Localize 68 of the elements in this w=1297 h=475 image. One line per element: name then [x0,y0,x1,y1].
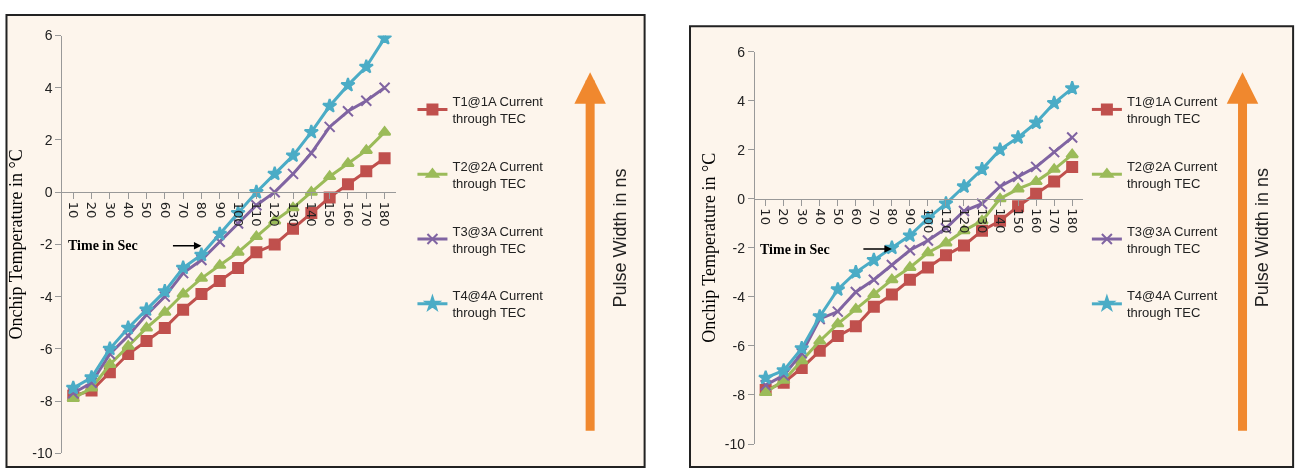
y-tick-label: -4 [732,288,746,305]
y-tick-label: -8 [40,392,53,409]
legend-label: T1@1A Current through TEC [452,94,544,126]
x-tick-label: 180 [377,201,393,227]
legend-label: T3@3A Current through TEC [452,223,544,256]
x-tick-label: 40 [812,208,828,225]
y-tick-label: -8 [732,386,746,403]
x-tick-label: 160 [340,201,356,227]
y-tick-label: 0 [44,184,53,201]
legend-label: T1@1A Current through TEC [1126,94,1218,126]
y-axis-title: Onchip Temperature in °C [6,149,27,340]
x-tick-label: 70 [175,201,191,219]
x-tick-label: 30 [102,201,118,219]
legend-label: T2@2A Current through TEC [1126,158,1218,191]
y-tick-label: 6 [737,43,746,60]
text: Pulse Width in ns [1252,168,1273,308]
x-tick-label: 110 [249,201,265,227]
x-tick-label: 90 [212,201,228,219]
legend-label: T4@4A Current through TEC [452,288,544,321]
y-tick-label: 4 [737,92,746,109]
x-tick-label: 100 [230,201,246,227]
x-tick-label: 150 [322,201,338,227]
x-tick-label: 130 [974,208,990,234]
x-tick-label: 100 [920,208,936,234]
x-tick-label: 110 [938,208,954,234]
annotation: Time in Sec [760,242,830,257]
x-tick-label: 140 [992,208,1008,234]
x-tick-label: 120 [267,201,283,227]
y-tick-label: -2 [40,236,53,253]
x-tick-label: 10 [66,201,82,219]
legend-label: T2@2A Current through TEC [452,158,544,191]
x-tick-label: 90 [902,208,918,225]
x-tick-label: 150 [1010,208,1026,234]
y-tick-label: 4 [44,79,53,96]
y-tick-label: -6 [40,340,53,357]
x-tick-label: 20 [776,208,792,225]
x-tick-label: 180 [1064,208,1080,234]
x-tick-label: 20 [84,201,100,219]
x-tick-label: 10 [758,208,774,225]
y-tick-label: -2 [732,239,746,256]
y-tick-label: -6 [732,337,746,354]
y-tick-label: 0 [737,190,746,207]
y-tick-label: 6 [44,27,53,44]
text: Pulse Width in ns [610,168,631,308]
x-tick-label: 170 [359,201,375,227]
x-tick-label: 30 [794,208,810,225]
y-tick-label: -10 [724,435,746,452]
x-tick-label: 40 [120,201,136,219]
x-tick-label: 60 [157,201,173,219]
x-tick-label: 170 [1046,208,1062,234]
x-tick-label: 70 [866,208,882,225]
y-tick-label: -4 [40,288,53,305]
y-tick-label: -10 [32,445,53,462]
x-tick-label: 120 [956,208,972,234]
x-tick-label: 60 [848,208,864,225]
y-tick-label: 2 [737,141,746,158]
x-tick-label: 50 [139,201,155,219]
x-tick-label: 160 [1028,208,1044,234]
x-tick-label: 140 [304,201,320,227]
x-tick-label: 80 [194,201,210,219]
y-tick-label: 2 [44,131,53,148]
x-tick-label: 50 [830,208,846,225]
y-axis-title: Onchip Temperature in °C [699,152,720,343]
annotation: Time in Sec [68,238,138,253]
x-tick-label: 80 [884,208,900,225]
legend-label: T4@4A Current through TEC [1126,288,1218,321]
x-tick-label: 130 [285,201,301,227]
legend-label: T3@3A Current through TEC [1126,223,1218,256]
